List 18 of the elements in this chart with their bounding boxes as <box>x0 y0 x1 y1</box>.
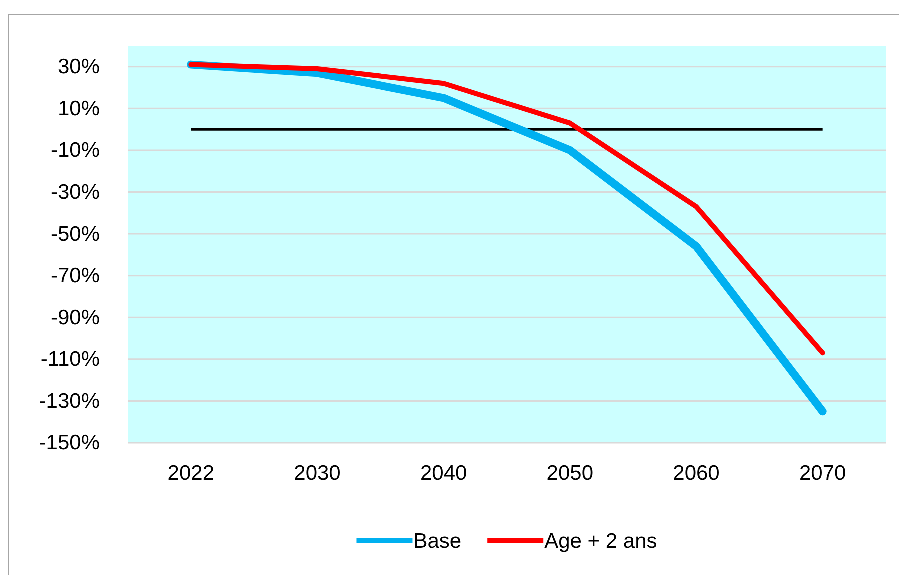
x-tick-label: 2030 <box>294 462 341 485</box>
y-tick-label: -10% <box>50 139 100 162</box>
y-tick-label: -110% <box>40 348 100 372</box>
x-tick-label: 2060 <box>673 462 720 485</box>
y-tick-label: -150% <box>39 432 100 455</box>
y-tick-label: 30% <box>58 56 100 79</box>
legend-label: Base <box>414 530 462 553</box>
x-tick-label: 2050 <box>546 462 594 485</box>
y-tick-label: -130% <box>39 390 100 413</box>
x-tick-label: 2040 <box>420 462 468 485</box>
legend-label: Age + 2 ans <box>544 530 658 553</box>
y-tick-label: -30% <box>50 180 100 204</box>
y-tick-label: -50% <box>50 222 100 246</box>
y-tick-label: -90% <box>50 306 100 330</box>
x-tick-label: 2070 <box>799 462 846 485</box>
y-tick-label: -70% <box>50 264 100 288</box>
y-tick-label: 10% <box>58 97 100 120</box>
x-tick-label: 2022 <box>168 462 215 485</box>
